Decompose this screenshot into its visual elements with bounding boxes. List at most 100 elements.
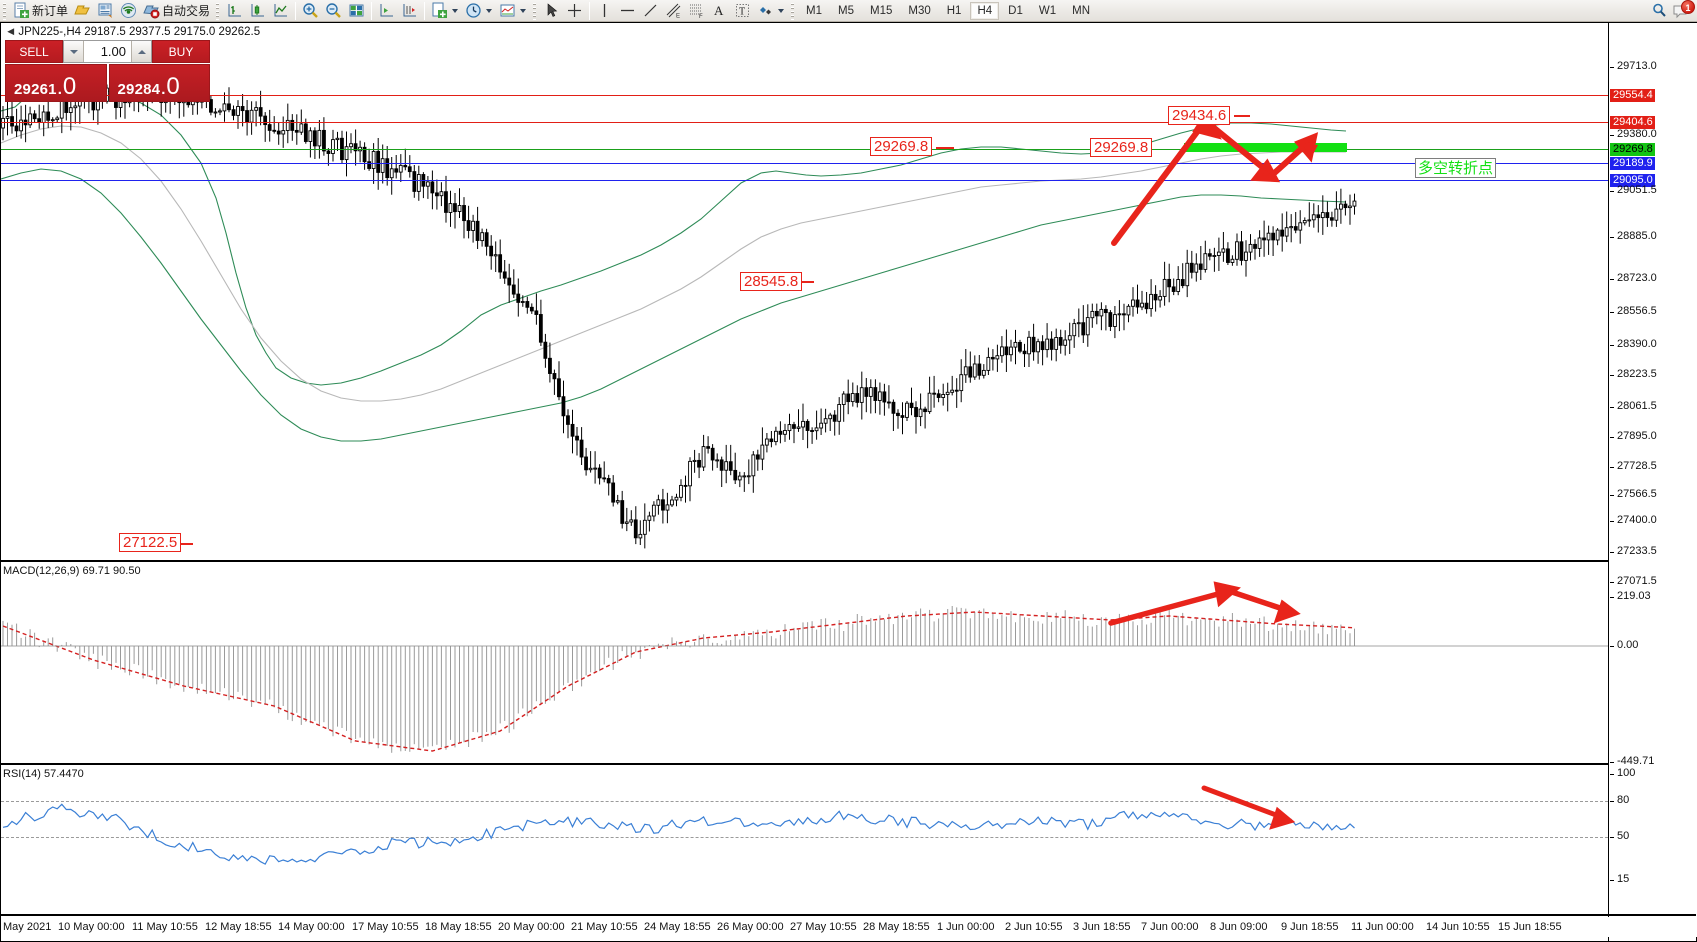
grid-button[interactable] (345, 1, 368, 21)
tab-timeframe-mn[interactable]: MN (1072, 4, 1090, 17)
time-axis[interactable]: May 2021 10 May 00:00 11 May 10:55 12 May 1… (1, 917, 1697, 937)
tab-timeframe-m30[interactable]: M30 (908, 4, 931, 17)
search-icon (1651, 2, 1668, 19)
news-button[interactable] (94, 1, 117, 21)
news-icon (97, 2, 114, 19)
price-pane[interactable]: 29434.6 29269.8 29269.8 28545.8 27122.5 … (1, 23, 1608, 560)
indicators-button[interactable] (496, 1, 530, 21)
auto-scroll-button[interactable] (398, 1, 421, 21)
macd-trend-arrows (1108, 581, 1301, 626)
search-button[interactable] (1648, 1, 1671, 21)
resistance-line-29404 (1, 122, 1608, 123)
axis-tick (1610, 552, 1614, 553)
volume-decrease-button[interactable] (64, 41, 84, 62)
time-label-1: 10 May 00:00 (58, 921, 125, 933)
new-order-icon (13, 2, 30, 19)
crosshair-button[interactable] (563, 1, 586, 21)
tab-timeframe-h4[interactable]: H4 (970, 1, 1000, 20)
period-icon (465, 2, 482, 19)
autotrade-button[interactable]: 自动交易 (140, 1, 213, 21)
sell-button[interactable]: SELL (5, 40, 63, 63)
oct-price-row: 29261 . 0 29284 . 0 (5, 64, 210, 102)
volume-stepper[interactable]: 1.00 (63, 40, 152, 63)
rsi-tick-100: 100 (1617, 767, 1636, 779)
hline-button[interactable] (616, 1, 639, 21)
buy-button[interactable]: BUY (152, 40, 210, 63)
axis-tick (1610, 407, 1614, 408)
line-chart-button[interactable] (269, 1, 292, 21)
time-label-20: 14 Jun 10:55 (1426, 921, 1490, 933)
chevron-down-icon-2[interactable] (484, 2, 493, 19)
toolbar-grip-2[interactable] (215, 1, 223, 20)
svg-text:A: A (714, 3, 724, 18)
price-plot (1, 82, 1347, 442)
annotation-turning-point[interactable]: 多空转折点 (1415, 158, 1497, 178)
axis-tick (1610, 880, 1614, 881)
tab-timeframe-w1[interactable]: W1 (1038, 4, 1057, 17)
axis-tick (1610, 521, 1614, 522)
toolbar-grip-3[interactable] (532, 1, 540, 20)
axis-tick (1610, 837, 1614, 838)
annotation-28545[interactable]: 28545.8 (740, 272, 803, 291)
chevron-down-icon-4[interactable] (776, 2, 785, 19)
one-click-trading-panel[interactable]: SELL 1.00 BUY 29261 . 0 29284 . 0 (5, 40, 210, 102)
annotation-29269-right[interactable]: 29269.8 (1090, 138, 1153, 157)
rsi-pane[interactable]: RSI(14) 57.4470 (1, 766, 1608, 937)
collapse-arrow-icon[interactable]: ◄ (5, 26, 17, 38)
tab-timeframe-m5[interactable]: M5 (838, 4, 854, 17)
price-tick-29380.0: 29380.0 (1617, 128, 1657, 140)
axis-tick (1610, 67, 1614, 68)
tab-timeframe-m1[interactable]: M1 (806, 4, 823, 17)
candle-chart-button[interactable] (246, 1, 269, 21)
chevron-down-icon[interactable] (450, 2, 459, 19)
volume-value[interactable]: 1.00 (100, 44, 126, 59)
vline-button[interactable] (593, 1, 616, 21)
time-label-17: 8 Jun 09:00 (1210, 921, 1268, 933)
annotation-29269-left[interactable]: 29269.8 (870, 137, 933, 156)
chart-window[interactable]: ◄ JPN225-,H4 29187.5 29377.5 29175.0 2926… (0, 22, 1697, 942)
annotation-connector-29269l (936, 147, 954, 149)
text-label-button[interactable]: T (731, 1, 754, 21)
objects-list-button[interactable] (754, 1, 788, 21)
alerts-button[interactable]: 1 (1671, 0, 1695, 21)
trendline-button[interactable] (639, 1, 662, 21)
toolbar-grip-4[interactable] (790, 1, 798, 20)
chart-shift-button[interactable] (375, 1, 398, 21)
volume-increase-button[interactable] (131, 41, 151, 62)
new-order-button[interactable]: 新订单 (10, 1, 71, 21)
alert-count-badge: 1 (1681, 0, 1695, 14)
fibo-icon: F (688, 2, 705, 19)
crosshair-icon (566, 2, 583, 19)
period-button[interactable] (462, 1, 496, 21)
cursor-icon (543, 2, 560, 19)
time-label-21: 15 Jun 18:55 (1498, 921, 1562, 933)
zoom-out-button[interactable] (322, 1, 345, 21)
equidistant-channel-button[interactable]: E (662, 1, 685, 21)
grid-icon (348, 2, 365, 19)
new-chart-button[interactable] (428, 1, 462, 21)
tab-timeframe-h1[interactable]: H1 (946, 4, 962, 17)
annotation-27122[interactable]: 27122.5 (119, 533, 182, 552)
tab-timeframe-d1[interactable]: D1 (1008, 4, 1023, 17)
bar-chart-button[interactable] (223, 1, 246, 21)
time-label-12: 28 May 18:55 (863, 921, 930, 933)
price-axis[interactable]: 29713.0 29554.4 29404.6 29380.0 29269.8 29189… (1609, 23, 1697, 937)
chevron-down-icon-3[interactable] (518, 2, 527, 19)
text-button[interactable]: A (708, 1, 731, 21)
axis-tick (1610, 495, 1614, 496)
toolbar-grip[interactable] (2, 1, 9, 20)
toolbar-separator-3 (424, 1, 426, 20)
folder-button[interactable] (71, 1, 94, 21)
tab-timeframe-m15[interactable]: M15 (870, 4, 893, 17)
time-label-13: 1 Jun 00:00 (937, 921, 995, 933)
annotation-29434[interactable]: 29434.6 (1168, 106, 1231, 125)
support-line-29189 (1, 163, 1608, 164)
buy-price-cell[interactable]: 29284 . 0 (108, 64, 210, 102)
pivot-line-29269 (1, 149, 1608, 150)
cursor-button[interactable] (540, 1, 563, 21)
signals-button[interactable] (117, 1, 140, 21)
fibonacci-button[interactable]: F (685, 1, 708, 21)
sell-price-cell[interactable]: 29261 . 0 (5, 64, 107, 102)
zoom-in-button[interactable] (299, 1, 322, 21)
macd-pane[interactable]: MACD(12,26,9) 69.71 90.50 (1, 563, 1608, 763)
